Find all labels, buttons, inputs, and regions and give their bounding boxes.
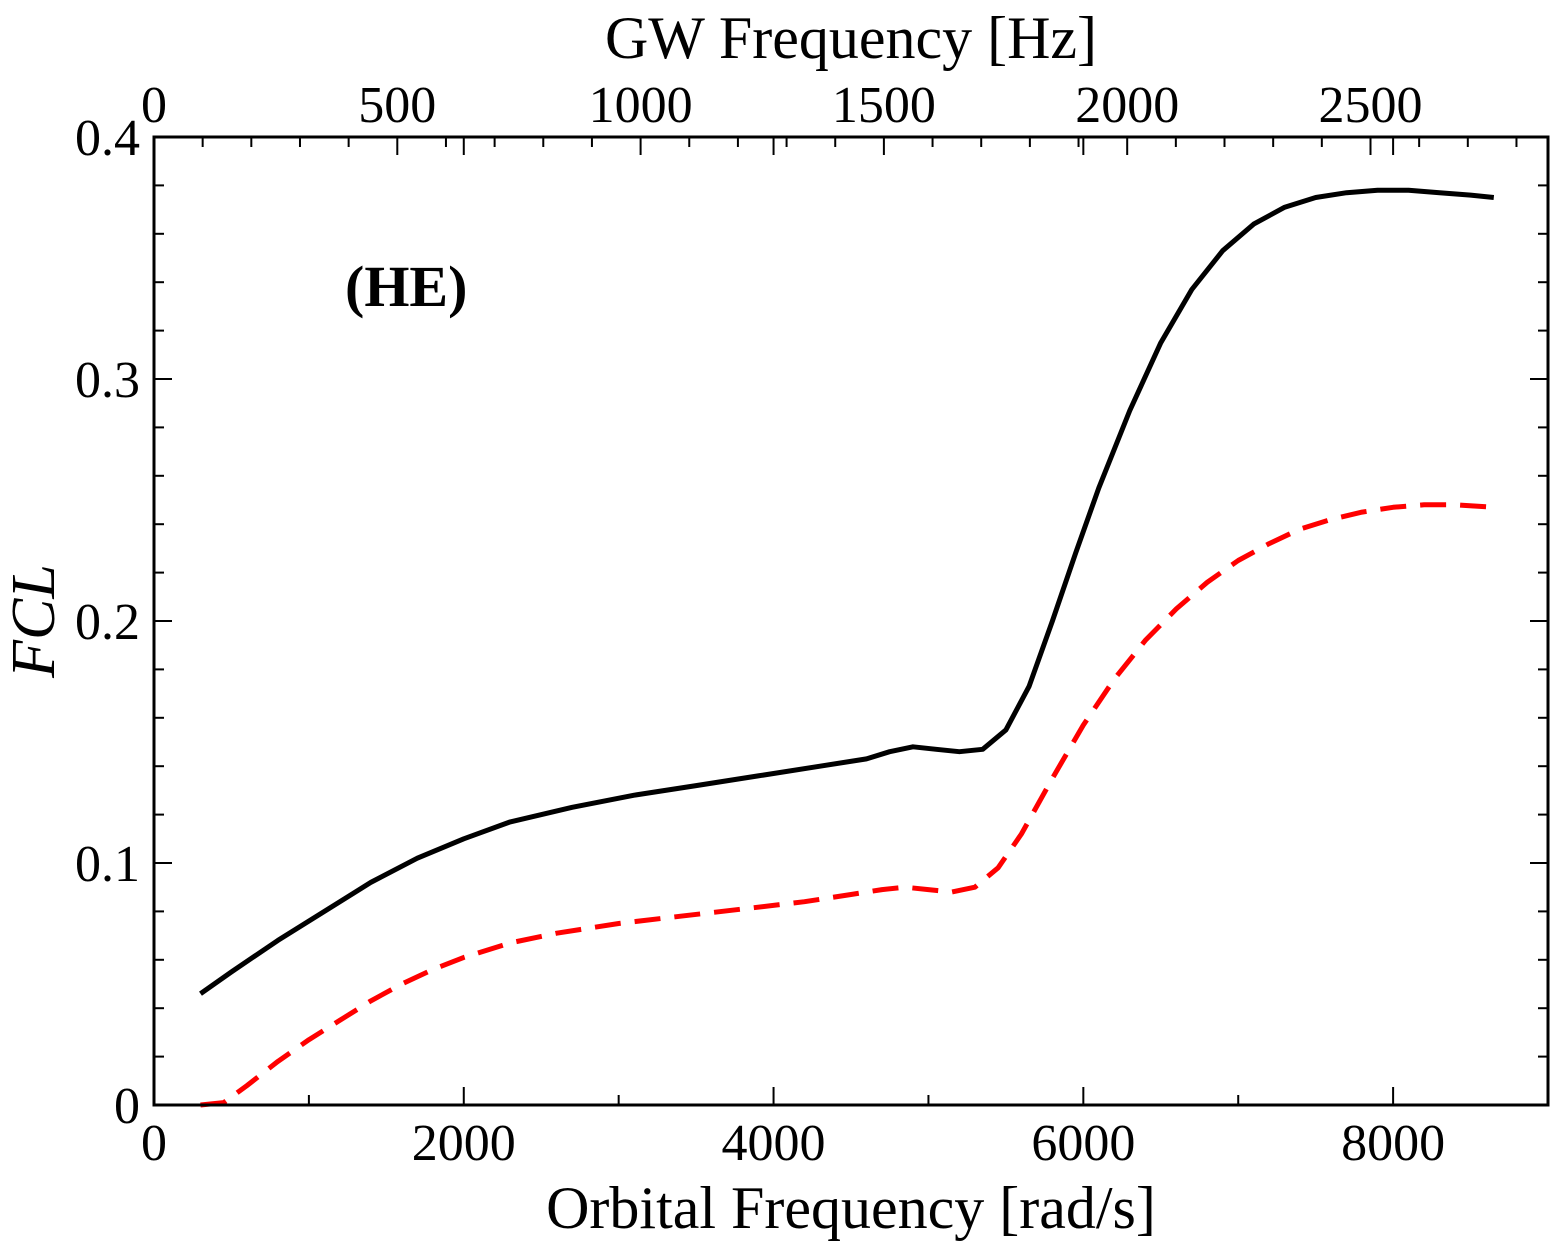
y-tick-label: 0.3: [75, 352, 140, 409]
x-tick-label: 6000: [1031, 1115, 1135, 1172]
top-tick-label: 500: [358, 77, 436, 134]
x-tick-label: 0: [141, 1115, 167, 1172]
he-annotation: (HE): [345, 254, 467, 319]
top-tick-label: 2000: [1075, 77, 1179, 134]
y-tick-label: 0.1: [75, 836, 140, 893]
y-tick-label: 0.4: [75, 110, 140, 167]
y-tick-label: 0: [114, 1078, 140, 1135]
top-tick-label: 1500: [832, 77, 936, 134]
series-layer: [199, 187, 1495, 1108]
top-axis-title: GW Frequency [Hz]: [605, 5, 1097, 71]
x-tick-label: 2000: [412, 1115, 516, 1172]
series-line-solid: [199, 187, 1495, 996]
series-line-dashed: [200, 502, 1494, 1108]
top-tick-label: 2500: [1318, 77, 1422, 134]
y-axis-title: FCL: [0, 564, 68, 679]
top-tick-label: 0: [141, 77, 167, 134]
y-tick-label: 0.2: [75, 594, 140, 651]
plot-frame: [152, 135, 1550, 1107]
top-tick-label: 1000: [589, 77, 693, 134]
x-tick-label: 4000: [722, 1115, 826, 1172]
x-tick-label: 8000: [1341, 1115, 1445, 1172]
bottom-axis-title: Orbital Frequency [rad/s]: [546, 1175, 1156, 1241]
